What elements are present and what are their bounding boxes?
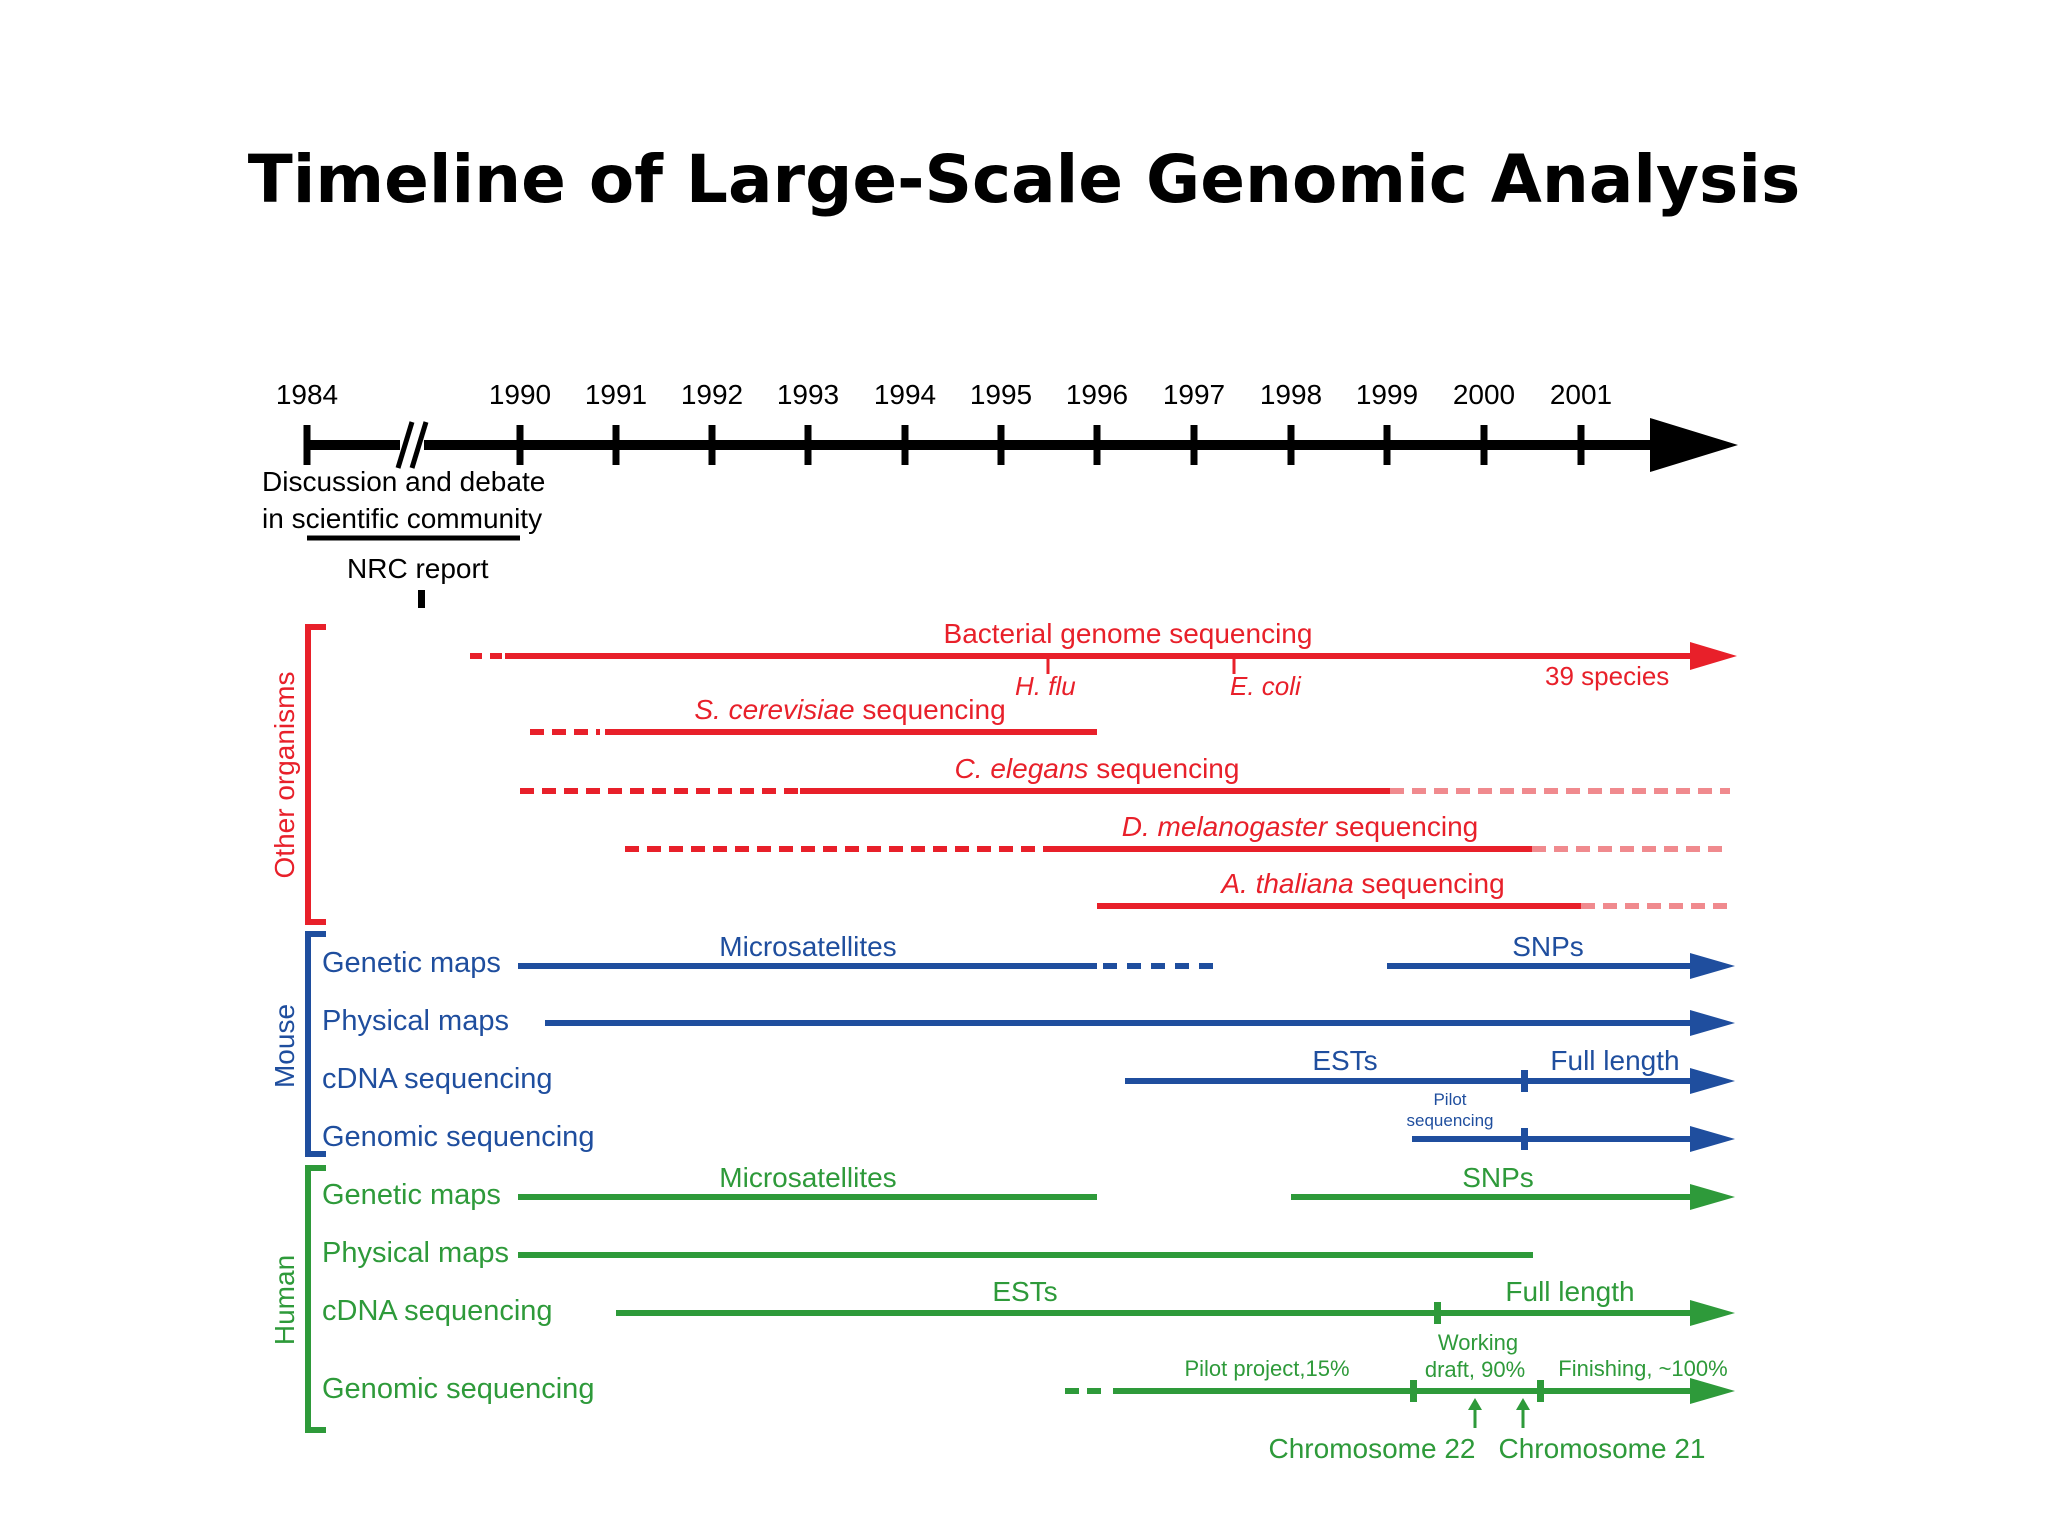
- scerevisiae-suffix: sequencing: [855, 694, 1006, 725]
- group-other-organisms: Other organisms Bacterial genome sequenc…: [269, 618, 1737, 925]
- nrc-report-label: NRC report: [347, 553, 489, 584]
- human-snps-arrowhead: [1690, 1184, 1735, 1210]
- year-label: 1997: [1163, 379, 1225, 410]
- athaliana-suffix: sequencing: [1354, 868, 1505, 899]
- year-label: 1996: [1066, 379, 1128, 410]
- mouse-genomic-marker: [1521, 1128, 1528, 1150]
- chromosome22-label: Chromosome 22: [1269, 1433, 1476, 1464]
- group-human: Human Genetic maps Physical maps cDNA se…: [269, 1162, 1735, 1464]
- axis-break-mark: [395, 421, 415, 469]
- mouse-pilot-label-line2: sequencing: [1407, 1111, 1494, 1130]
- scerevisiae-label: S. cerevisiae sequencing: [694, 694, 1005, 725]
- human-working-draft-line1: Working: [1438, 1330, 1518, 1355]
- axis-arrowhead: [1650, 418, 1738, 472]
- dmelanogaster-species: D. melanogaster: [1122, 811, 1329, 842]
- nrc-report-marker: [418, 590, 425, 608]
- mouse-cdna-arrowhead: [1690, 1068, 1735, 1094]
- mouse-snps-label: SNPs: [1512, 931, 1584, 962]
- discussion-label-line1: Discussion and debate: [262, 466, 545, 497]
- human-cdna-arrowhead: [1690, 1300, 1735, 1326]
- human-snps-label: SNPs: [1462, 1162, 1534, 1193]
- human-pilot-project-label: Pilot project,15%: [1184, 1356, 1349, 1381]
- human-label: Human: [269, 1255, 300, 1345]
- year-label: 2001: [1550, 379, 1612, 410]
- athaliana-label: A. thaliana sequencing: [1219, 868, 1504, 899]
- chromosome22-arrowhead: [1468, 1398, 1482, 1410]
- other-organisms-bracket: [305, 624, 326, 925]
- group-mouse: Mouse Genetic maps Physical maps cDNA se…: [269, 931, 1735, 1157]
- year-label: 1999: [1356, 379, 1418, 410]
- discussion-label-line2: in scientific community: [262, 503, 542, 534]
- human-genomic-marker-pilot: [1410, 1380, 1417, 1402]
- human-physical-maps-label: Physical maps: [322, 1237, 509, 1269]
- year-label: 1994: [874, 379, 936, 410]
- year-label: 1995: [970, 379, 1032, 410]
- human-cdna-label: cDNA sequencing: [322, 1295, 553, 1327]
- celegans-suffix: sequencing: [1088, 753, 1239, 784]
- mouse-ests-label: ESTs: [1312, 1045, 1377, 1076]
- human-ests-label: ESTs: [992, 1276, 1057, 1307]
- mouse-genetic-maps-label: Genetic maps: [322, 947, 501, 979]
- mouse-bracket: [305, 931, 326, 1157]
- human-full-length-label: Full length: [1505, 1276, 1634, 1307]
- celegans-label: C. elegans sequencing: [955, 753, 1240, 784]
- year-label: 1984: [276, 379, 338, 410]
- mouse-full-length-label: Full length: [1550, 1045, 1679, 1076]
- ecoli-label: E. coli: [1230, 671, 1302, 701]
- year-label: 1990: [489, 379, 551, 410]
- celegans-species: C. elegans: [955, 753, 1089, 784]
- chromosome21-label: Chromosome 21: [1499, 1433, 1706, 1464]
- axis-ticks: [303, 425, 1585, 465]
- human-working-draft-line2: draft, 90%: [1425, 1357, 1525, 1382]
- species-count-label: 39 species: [1545, 661, 1669, 691]
- mouse-microsatellites-label: Microsatellites: [719, 931, 896, 962]
- human-microsatellites-label: Microsatellites: [719, 1162, 896, 1193]
- mouse-cdna-label: cDNA sequencing: [322, 1063, 553, 1095]
- year-label: 1992: [681, 379, 743, 410]
- axis-year-labels: 1984 1990 1991 1992 1993 1994 1995 1996 …: [276, 379, 1612, 410]
- year-label: 2000: [1453, 379, 1515, 410]
- year-label: 1998: [1260, 379, 1322, 410]
- year-label: 1991: [585, 379, 647, 410]
- axis-break-mark: [409, 421, 429, 469]
- slide-title: Timeline of Large-Scale Genomic Analysis: [247, 141, 1801, 218]
- mouse-genomic-arrowhead: [1690, 1126, 1735, 1152]
- mouse-physical-maps-label: Physical maps: [322, 1005, 509, 1037]
- bacterial-arrowhead: [1690, 642, 1737, 670]
- other-organisms-label: Other organisms: [269, 672, 300, 879]
- bacterial-label: Bacterial genome sequencing: [944, 618, 1313, 649]
- mouse-cdna-marker: [1521, 1070, 1528, 1092]
- mouse-snps-arrowhead: [1690, 953, 1735, 979]
- human-genomic-marker-finishing: [1537, 1380, 1544, 1402]
- mouse-physical-maps-arrowhead: [1690, 1010, 1735, 1036]
- human-genomic-arrowhead: [1690, 1378, 1735, 1404]
- human-cdna-marker: [1434, 1302, 1441, 1324]
- dmelanogaster-suffix: sequencing: [1327, 811, 1478, 842]
- human-genomic-label: Genomic sequencing: [322, 1373, 594, 1405]
- mouse-genomic-label: Genomic sequencing: [322, 1121, 594, 1153]
- early-period: Discussion and debate in scientific comm…: [262, 466, 545, 608]
- mouse-label: Mouse: [269, 1004, 300, 1088]
- human-finishing-label: Finishing, ~100%: [1558, 1356, 1727, 1381]
- scerevisiae-species: S. cerevisiae: [694, 694, 854, 725]
- human-genetic-maps-label: Genetic maps: [322, 1179, 501, 1211]
- hflu-label: H. flu: [1015, 671, 1076, 701]
- mouse-pilot-label-line1: Pilot: [1433, 1090, 1466, 1109]
- human-bracket: [305, 1165, 326, 1433]
- year-label: 1993: [777, 379, 839, 410]
- dmelanogaster-label: D. melanogaster sequencing: [1122, 811, 1478, 842]
- chromosome21-arrowhead: [1516, 1398, 1530, 1410]
- time-axis: 1984 1990 1991 1992 1993 1994 1995 1996 …: [276, 379, 1738, 472]
- athaliana-species: A. thaliana: [1219, 868, 1353, 899]
